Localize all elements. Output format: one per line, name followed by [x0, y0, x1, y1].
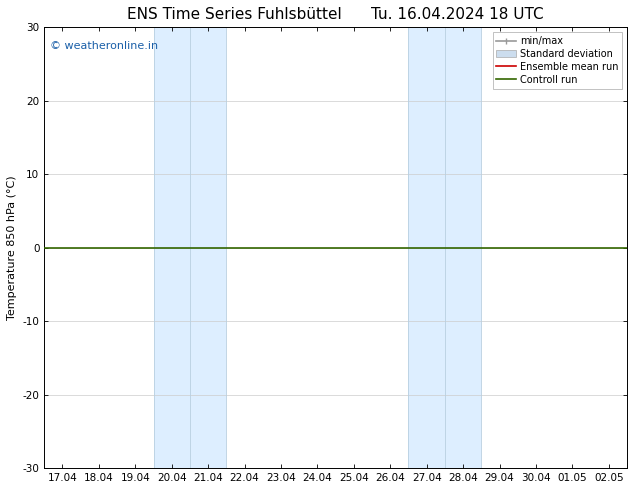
Y-axis label: Temperature 850 hPa (°C): Temperature 850 hPa (°C)	[7, 175, 17, 320]
Text: © weatheronline.in: © weatheronline.in	[50, 41, 158, 50]
Title: ENS Time Series Fuhlsbüttel      Tu. 16.04.2024 18 UTC: ENS Time Series Fuhlsbüttel Tu. 16.04.20…	[127, 7, 544, 22]
Bar	[153, 27, 226, 468]
Legend: min/max, Standard deviation, Ensemble mean run, Controll run: min/max, Standard deviation, Ensemble me…	[493, 32, 622, 89]
Bar	[408, 27, 481, 468]
